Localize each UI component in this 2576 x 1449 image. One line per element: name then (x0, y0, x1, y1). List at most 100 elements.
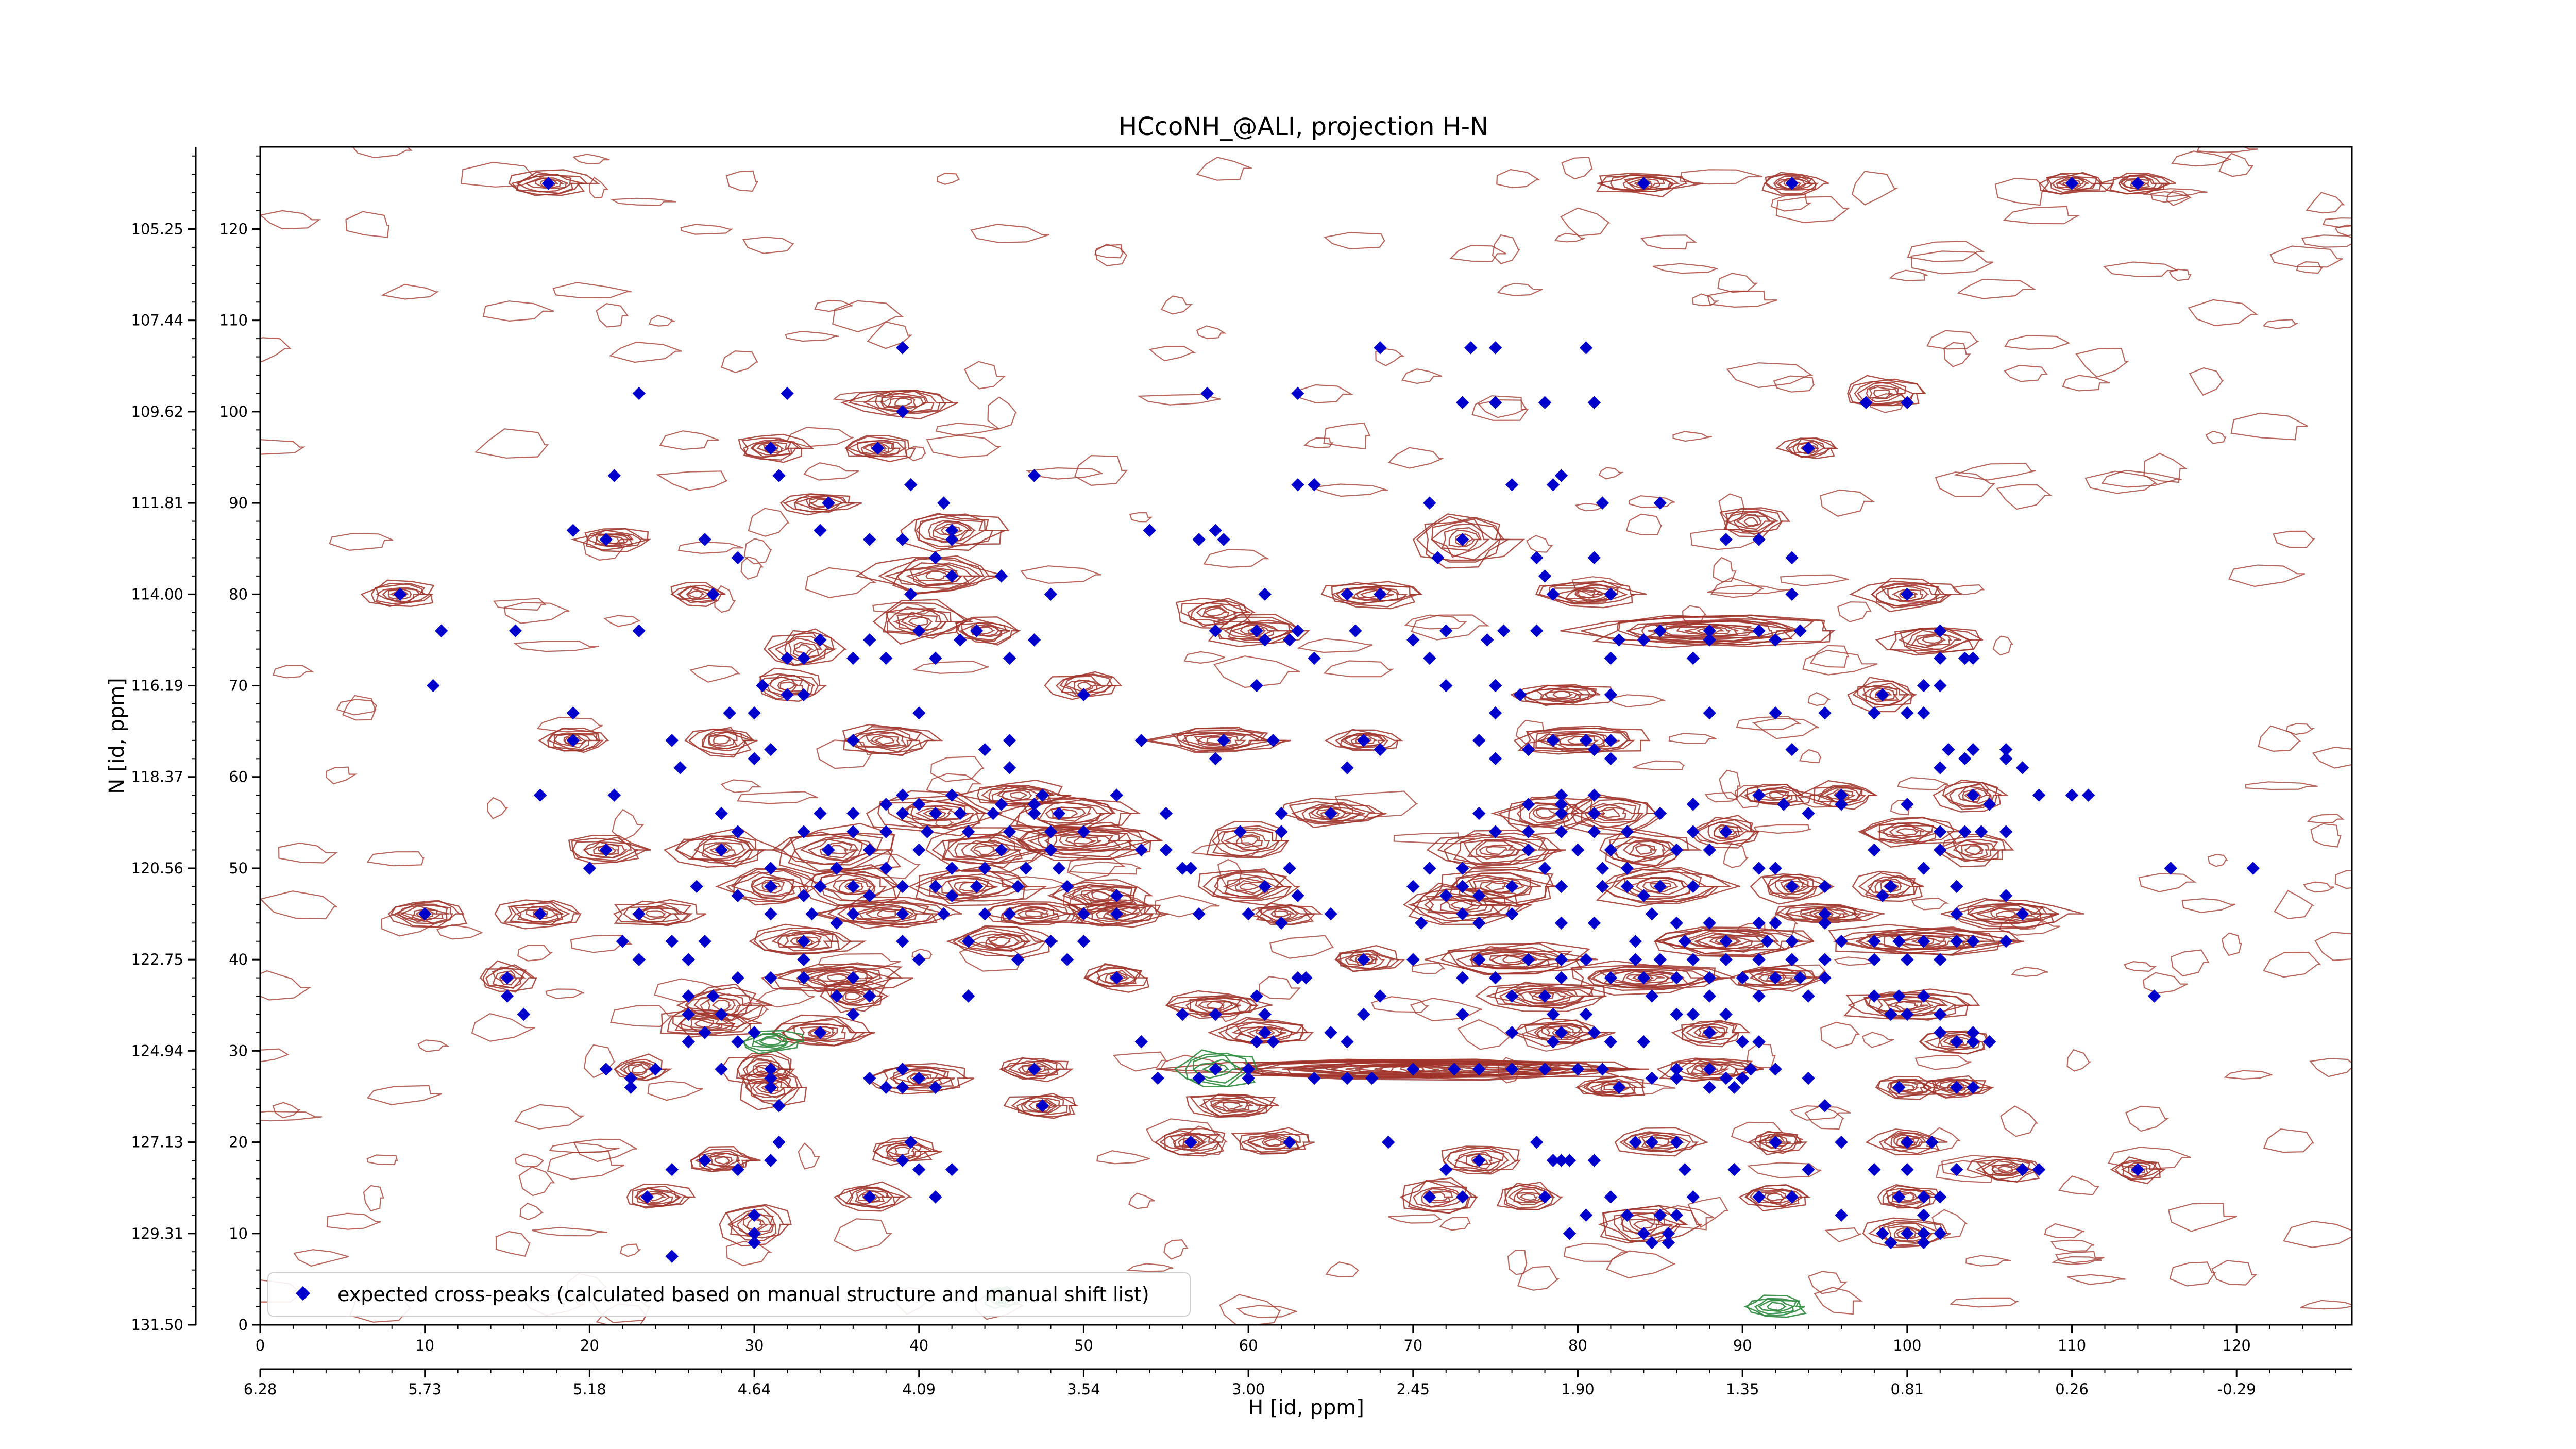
peak-contour (2121, 1162, 2155, 1178)
peak-contour (1905, 630, 1962, 650)
cross-peak-point (1505, 1063, 1519, 1076)
peak-contour (594, 533, 634, 547)
peak-contour (1773, 175, 1816, 190)
peak-contour (1109, 973, 1128, 983)
peak-contour (1933, 779, 2009, 813)
peak-contour (1922, 635, 1943, 644)
peak-contour (1274, 910, 1291, 917)
noise-contour (1771, 194, 1812, 212)
peak-contour (823, 981, 890, 1012)
peak-contour (1198, 1001, 1233, 1012)
cross-peak-point (1917, 1190, 1930, 1204)
peak-contour (1757, 972, 1793, 984)
peak-contour (708, 735, 736, 747)
peak-contour (670, 584, 726, 603)
peak-contour (1964, 845, 1984, 855)
noise-contour (2300, 1300, 2352, 1310)
peak-contour (634, 1187, 680, 1206)
peak-contour (1582, 1080, 1637, 1097)
noise-contour (1910, 250, 1993, 275)
peak-contour (1892, 589, 1924, 601)
peak-contour (1632, 974, 1654, 982)
x-ppm-tick-group: 6.28 5.73 5.18 4.64 4.09 3.54 3.00 2.45 1.90 1.35… (244, 1369, 2336, 1398)
peak-contour (1958, 786, 1992, 804)
cross-peak-point (1950, 1162, 1963, 1176)
peak-contour (1016, 825, 1163, 858)
peak-contour (1546, 1026, 1579, 1038)
noise-contour (2084, 470, 2158, 494)
peak-contour (387, 588, 412, 600)
peak-contour (515, 905, 564, 922)
noise-contour (1387, 447, 1444, 469)
peak-contour (1178, 1136, 1205, 1148)
peak-contour (1224, 832, 1270, 851)
peak-contour (874, 736, 895, 745)
noise-contour (2263, 1128, 2314, 1153)
peak-contour (1880, 583, 1942, 603)
peak-contour (1696, 627, 1725, 635)
noise-contour (964, 361, 1006, 390)
peak-contour (2046, 173, 2103, 193)
peak-contour (1768, 874, 1816, 895)
peak-contour (688, 728, 758, 758)
peak-contour (892, 1070, 943, 1085)
peak-contour (1028, 1100, 1056, 1112)
peak-contour (885, 608, 963, 636)
peak-contour (1513, 988, 1578, 1005)
peak-contour (1240, 835, 1259, 846)
peak-contour (1003, 1096, 1076, 1118)
cross-peak-point (1209, 524, 1222, 537)
y-index-tick-label: 80 (229, 585, 248, 603)
peak-contour (628, 1063, 651, 1075)
cross-peak-point (2131, 177, 2145, 190)
peak-contour (1975, 1158, 2035, 1181)
noise-contour (1936, 1160, 2006, 1184)
cross-peak-point (1612, 1081, 1626, 1094)
cross-peak-point (1341, 1071, 1354, 1085)
peak-contour (1212, 1101, 1249, 1112)
peak-contour (1023, 1099, 1059, 1114)
peak-contour (738, 433, 814, 463)
noise-contour (2306, 192, 2345, 214)
noise-contour (2245, 781, 2318, 790)
noise-contour (2107, 1147, 2191, 1170)
cross-peak-point (1472, 1154, 1486, 1167)
peak-contour (1744, 1184, 1811, 1212)
peak-contour (1875, 583, 1940, 607)
x-ppm-tick-label: 4.64 (738, 1380, 771, 1398)
peak-contour (360, 579, 435, 608)
peak-contour (954, 839, 1021, 861)
peak-contour (960, 622, 1010, 642)
peak-contour (1514, 989, 1574, 1004)
cross-peak-point (1892, 1190, 1906, 1204)
peak-contour (1095, 906, 1141, 921)
cross-peak-point (1629, 1135, 1642, 1149)
peak-contour (915, 868, 1028, 905)
noise-contour (733, 1002, 769, 1020)
cross-peak-point (1703, 1063, 1716, 1076)
peak-contour (715, 867, 826, 906)
noise-contour (2167, 1203, 2238, 1232)
noise-contour (2224, 1070, 2273, 1080)
x-index-tick-label: 10 (415, 1337, 434, 1354)
peak-contour (996, 787, 1040, 801)
noise-contour (366, 1154, 398, 1166)
peak-contour (1260, 906, 1300, 921)
peak-contour (1623, 1131, 1691, 1153)
x-index-tick-label: 0 (256, 1337, 265, 1354)
noise-contour (2055, 1251, 2105, 1263)
noise-contour (647, 1081, 703, 1101)
peak-contour (1896, 1136, 1920, 1148)
peak-contour (1086, 966, 1142, 987)
noise-contour (725, 170, 759, 192)
peak-contour (858, 1190, 886, 1203)
x-ppm-tick-label: 3.00 (1232, 1380, 1265, 1398)
noise-contour (1907, 241, 1985, 262)
cross-peak-point (1662, 1236, 1675, 1250)
cross-peak-point (814, 524, 827, 537)
noise-contour (612, 808, 645, 841)
peak-contour (1021, 1097, 1063, 1114)
noise-contour (2189, 367, 2224, 396)
peak-contour (1256, 904, 1314, 922)
peak-contour (1641, 619, 1792, 644)
